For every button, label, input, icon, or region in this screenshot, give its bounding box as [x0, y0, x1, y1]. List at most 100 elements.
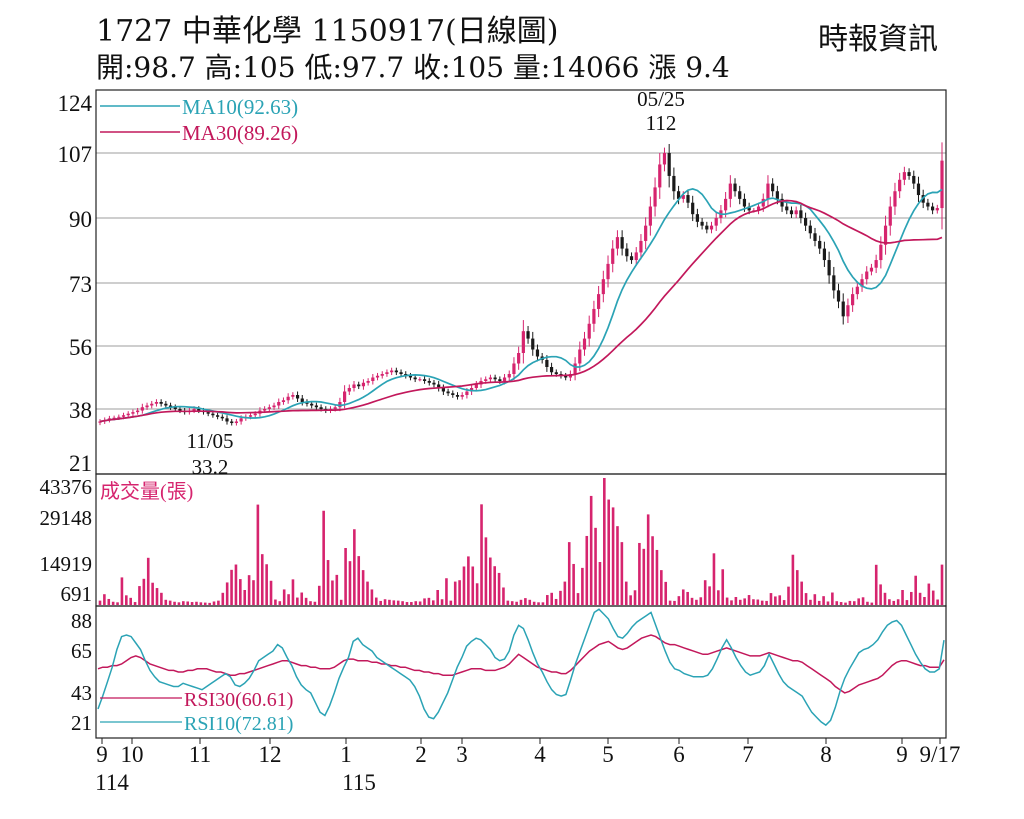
volume-bar [190, 602, 194, 605]
volume-bar [550, 592, 553, 605]
candle-body [526, 331, 530, 339]
candle-body [220, 416, 224, 419]
volume-bar [151, 582, 154, 605]
volume-bar [603, 478, 606, 605]
volume-bar [125, 595, 128, 605]
volume-bar [699, 597, 703, 605]
x-tick-label: 8 [820, 742, 832, 767]
candle-body [121, 415, 126, 417]
volume-bar [528, 599, 532, 605]
volume-bar [809, 599, 812, 605]
volume-bar [291, 579, 295, 605]
candle-body [535, 349, 540, 357]
candle-body [808, 225, 812, 234]
volume-bar [931, 590, 935, 605]
volume-bar [414, 601, 418, 605]
volume-bar [695, 599, 698, 605]
volume-bar [778, 595, 782, 605]
candle-body [940, 160, 944, 209]
candle-body [644, 225, 648, 241]
candle-body [366, 381, 370, 383]
candle-body [225, 418, 229, 422]
candle-body [681, 195, 685, 199]
volume-bar [186, 601, 190, 605]
candle-body [888, 206, 892, 226]
volume-bar [563, 581, 567, 605]
volume-bar [910, 591, 913, 605]
volume-bar [559, 590, 562, 605]
candle-body [648, 206, 652, 226]
candle-body [874, 260, 878, 268]
candle-body [286, 396, 290, 401]
candle-body [860, 279, 864, 287]
candle-body [935, 208, 939, 211]
rsi-tick-label: 43 [71, 681, 92, 705]
candle-body [117, 416, 121, 418]
candle-body [724, 198, 728, 211]
volume-bar [883, 592, 887, 605]
candle-body [267, 407, 271, 409]
volume-bar [734, 597, 738, 605]
volume-bar [331, 580, 334, 605]
volume-bar [918, 592, 922, 605]
volume-bar [717, 590, 720, 605]
volume-bar [791, 554, 795, 605]
x-tick-label: 9 [896, 742, 908, 767]
volume-bar [260, 554, 264, 605]
candle-body [145, 405, 149, 408]
x-tick-label: 9/17 [920, 742, 961, 767]
volume-bar [405, 602, 409, 605]
volume-bar [576, 593, 580, 605]
candle-body [672, 175, 676, 192]
candle-body [361, 382, 366, 387]
volume-bar [813, 594, 817, 605]
x-tick-label: 2 [415, 742, 427, 767]
rsi-tick-label: 88 [71, 609, 92, 633]
volume-bar [230, 569, 233, 605]
volume-bar [168, 600, 172, 605]
volume-bar [296, 597, 299, 605]
candle-body [836, 290, 841, 302]
candle-body [98, 421, 102, 423]
volume-bar [217, 600, 220, 605]
volume-bar [804, 593, 808, 605]
volume-bar [572, 563, 575, 605]
candle-body [756, 206, 761, 211]
candle-body [554, 372, 558, 374]
annotation-low-value: 33.2 [192, 455, 229, 479]
candle-body [319, 407, 323, 409]
y-tick-label: 56 [69, 335, 92, 360]
candle-body [277, 402, 281, 406]
panel-frame [95, 605, 947, 739]
candle-body [455, 395, 460, 397]
volume-bar [624, 581, 628, 605]
volume-tick-label: 29148 [40, 506, 93, 530]
volume-bar [142, 578, 146, 605]
candle-body [912, 175, 916, 184]
volume-bar [817, 600, 821, 605]
volume-bar [366, 581, 369, 605]
candle-body [794, 210, 798, 215]
candle-body [629, 256, 634, 261]
volume-bar [844, 602, 847, 605]
volume-bar [795, 570, 799, 605]
volume-bar [554, 598, 558, 605]
volume-bar [418, 601, 422, 605]
annotation-high-date: 05/25 [637, 87, 685, 111]
volume-bar [646, 514, 650, 605]
volume-bar [383, 599, 387, 605]
candle-body [771, 183, 775, 192]
candle-body [893, 191, 897, 207]
volume-bar [195, 601, 198, 605]
y-tick-label: 73 [69, 272, 92, 297]
annotation-low-date: 11/05 [186, 429, 233, 453]
volume-bar [225, 582, 229, 605]
candle-body [676, 191, 681, 199]
candle-body [709, 225, 714, 230]
volume-bar [923, 597, 926, 605]
volume-bar [212, 601, 216, 605]
candle-body [178, 409, 182, 411]
volume-bar [304, 597, 308, 605]
candle-body [150, 403, 154, 406]
candle-body [465, 391, 469, 395]
